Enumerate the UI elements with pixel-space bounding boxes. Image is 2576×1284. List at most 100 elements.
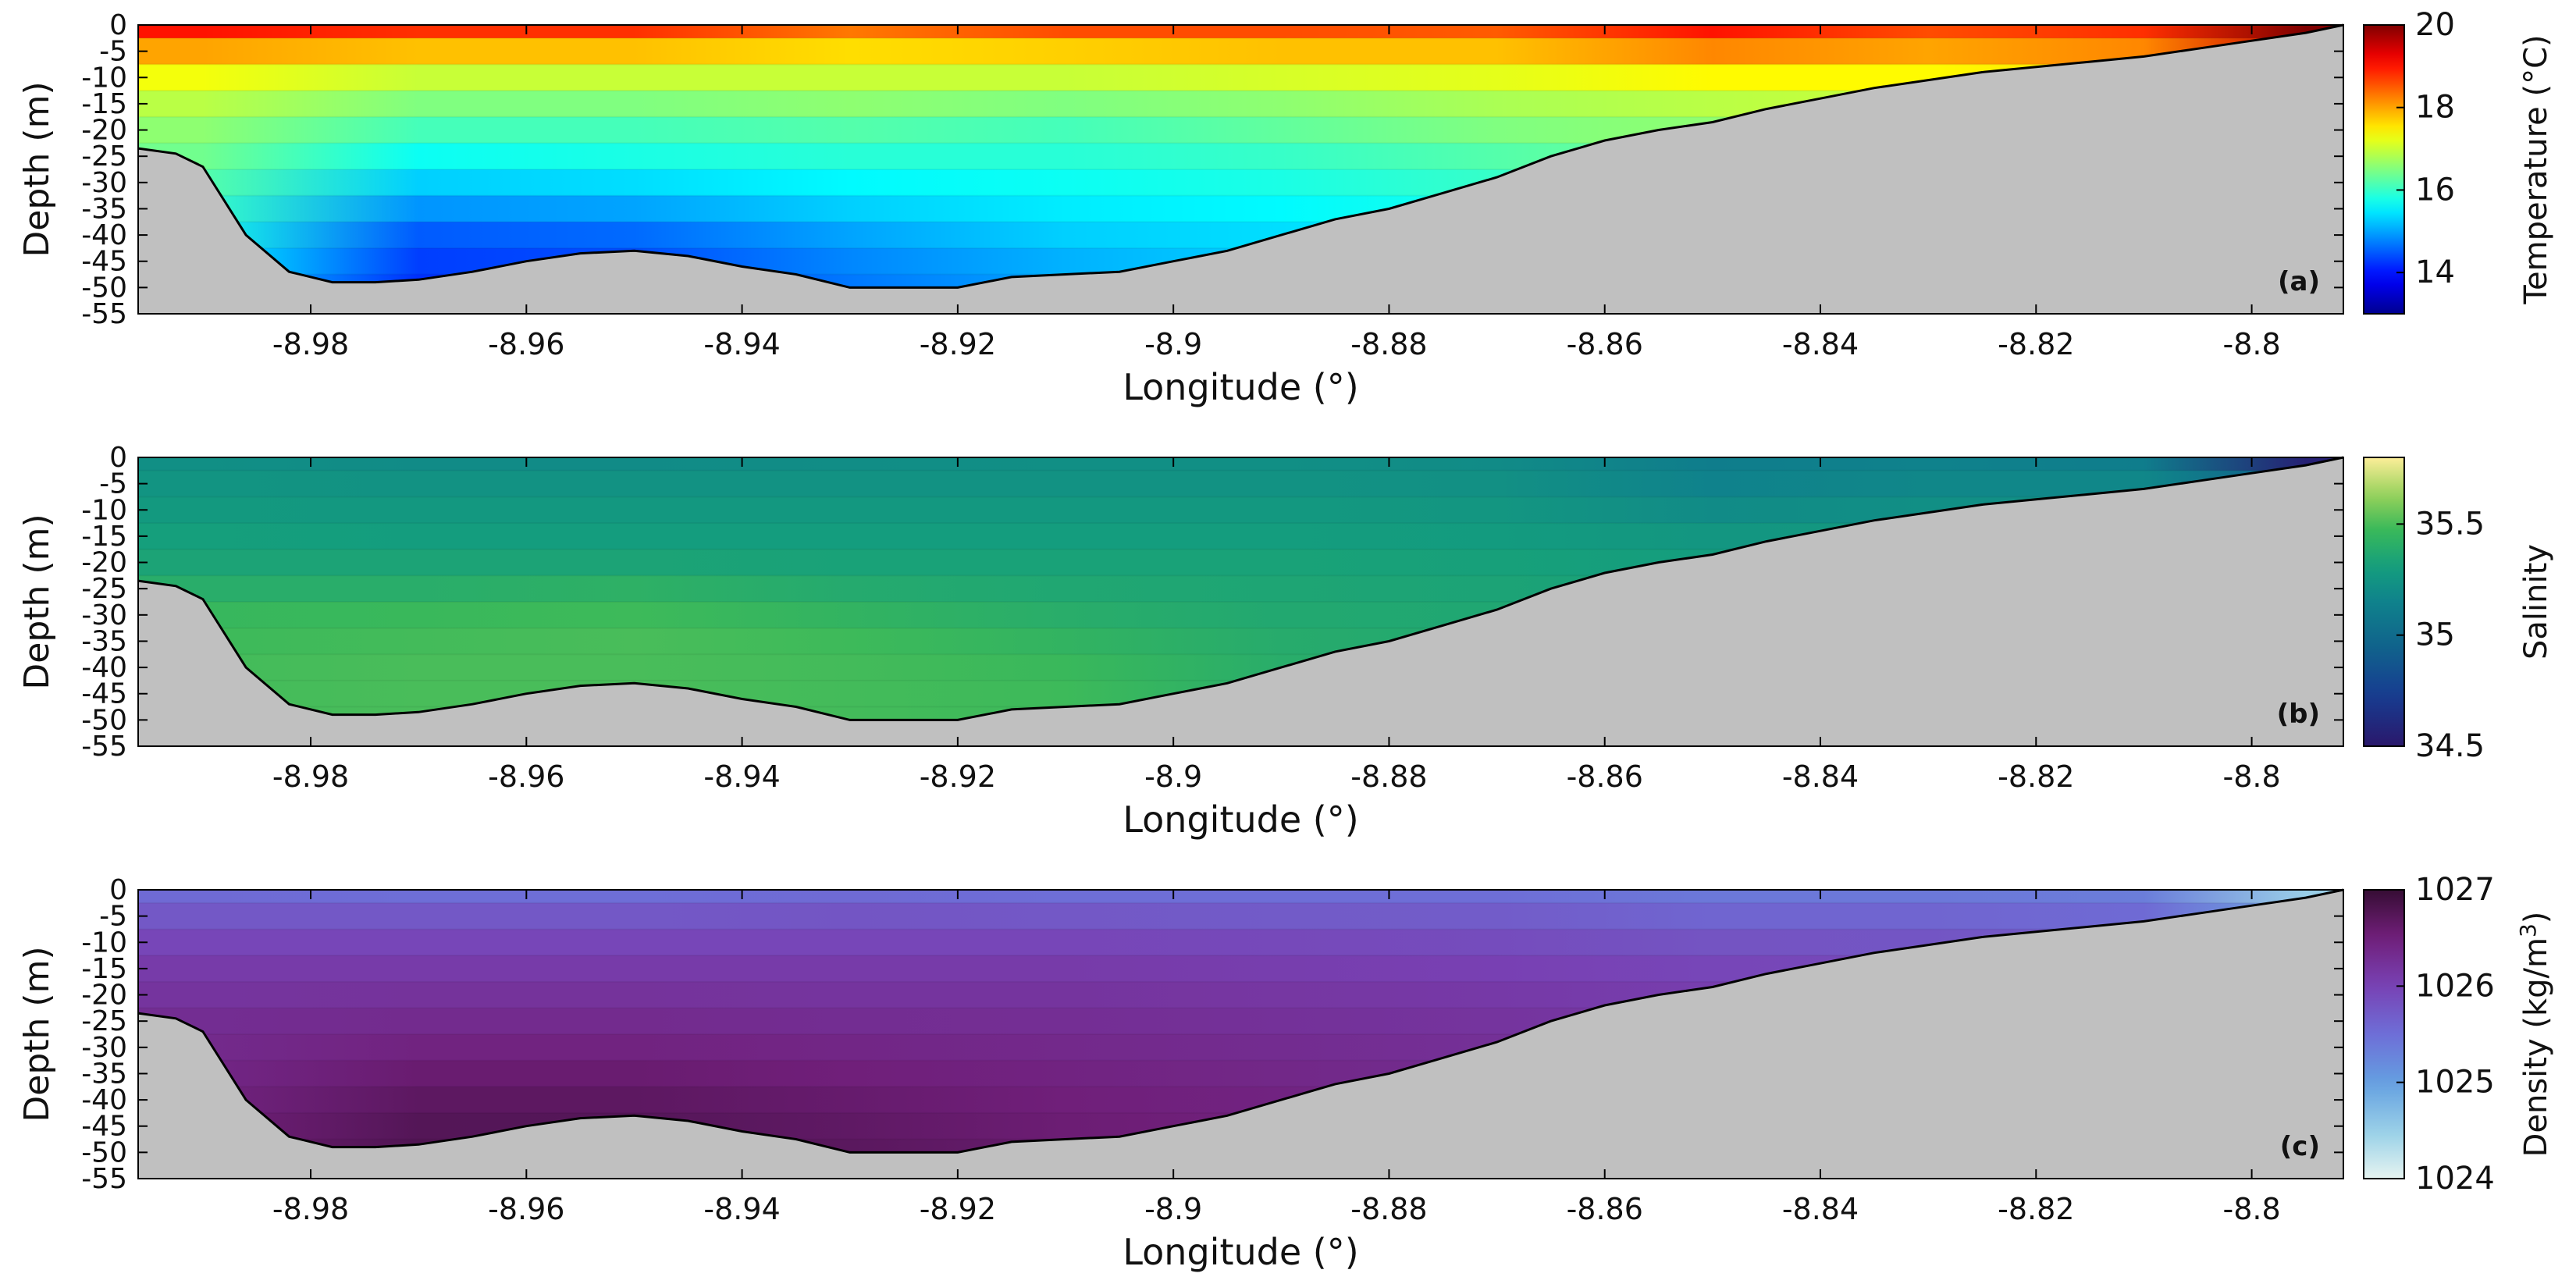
x-tick-label: -8.86 [1567,1192,1643,1226]
x-tick-label: -8.86 [1567,759,1643,794]
x-tick-label: -8.88 [1350,327,1427,361]
x-tick-label: -8.9 [1144,327,1202,361]
x-tick-label: -8.8 [2223,327,2281,361]
y-tick-label: -45 [81,1111,127,1143]
x-tick-label: -8.8 [2223,1192,2281,1226]
colorbar-tick-label: 35.5 [2415,506,2485,542]
seafloor-mask [138,890,2343,1179]
y-axis: 0-5-10-15-20-25-30-35-40-45-50-55 Depth (… [17,442,2343,763]
colorbar-tick-label: 1024 [2415,1161,2495,1197]
y-tick-label: -50 [81,1136,127,1168]
y-tick-label: -35 [81,625,127,657]
depth-band-0 [138,457,2343,471]
plot-frame [137,889,2344,1179]
y-tick-label: -5 [99,468,127,500]
colorbar-label-superscript: 3 [2515,923,2541,937]
y-tick-label: -40 [81,652,127,684]
plot-frame [137,24,2344,315]
y-tick-label: -35 [81,1058,127,1090]
y-tick-label: -45 [81,678,127,710]
y-tick-label: -40 [81,219,127,251]
x-tick-label: -8.88 [1350,759,1427,794]
y-tick-label: -15 [81,88,127,120]
colorbar-label: Salinity [2518,544,2554,660]
y-tick-label: -55 [81,731,127,763]
y-axis-label: Depth (m) [17,81,57,257]
x-tick-label: -8.98 [272,327,349,361]
colorbar-tick-label: 20 [2415,7,2455,43]
depth-band-5 [138,902,2343,930]
bathymetry-line [137,456,2344,721]
y-tick-label: -5 [99,36,127,68]
y-tick-label: 0 [109,442,127,474]
y-axis-label: Depth (m) [17,514,57,689]
y-tick-label: -10 [81,494,127,526]
depth-band-0 [138,890,2343,904]
x-tick-label: -8.94 [703,759,780,794]
y-tick-label: -25 [81,140,127,173]
panel-label: (a) [2278,266,2320,297]
x-axis: -8.98 -8.96 -8.94 -8.92 -8.9 -8.88 -8.86 -8.84 -… [272,457,2281,841]
colorbar-bar [2363,457,2405,747]
colorbar-bar [2363,889,2405,1179]
x-tick-label: -8.92 [920,327,996,361]
x-tick-label: -8.82 [1998,327,2074,361]
colorbar-tick-label: 34.5 [2415,728,2485,764]
x-axis: -8.98 -8.96 -8.94 -8.92 -8.9 -8.88 -8.86 -8.84 -… [272,890,2281,1273]
colorbar-label: Temperature (°C) [2518,34,2554,304]
colorbar-tick-label: 16 [2415,172,2455,208]
y-tick-label: -15 [81,953,127,985]
bathymetry-line [137,23,2344,289]
x-tick-label: -8.84 [1782,1192,1859,1226]
colorbar-tick-label: 14 [2415,254,2455,290]
depth-band-0 [138,25,2343,39]
x-tick-label: -8.98 [272,1192,349,1226]
colorbar-label-text: Temperature (°C) [2518,34,2554,304]
colorbar-label: Density (kg/m3) [2515,912,2554,1158]
plot-frame [137,457,2344,747]
seafloor-mask [138,25,2343,314]
colorbar: 34.5 35 35.5 Salinity [2363,457,2554,764]
y-tick-label: -30 [81,167,127,199]
x-tick-label: -8.8 [2223,759,2281,794]
y-tick-label: -35 [81,193,127,225]
x-tick-label: -8.98 [272,759,349,794]
y-tick-label: -20 [81,115,127,147]
y-tick-label: -10 [81,927,127,959]
colorbar: 14 16 18 20 Temperature (°C) [2363,7,2554,315]
bathymetry-line [137,888,2344,1154]
x-tick-label: -8.84 [1782,759,1859,794]
x-tick-label: -8.94 [703,1192,780,1226]
x-tick-label: -8.84 [1782,327,1859,361]
y-tick-label: 0 [109,874,127,906]
y-tick-label: -5 [99,901,127,933]
y-axis: 0-5-10-15-20-25-30-35-40-45-50-55 Depth (… [17,9,2343,330]
y-tick-label: -25 [81,573,127,605]
colorbar: 1024 1025 1026 1027 Density (kg/m3) [2363,872,2554,1197]
colorbar-tick-label: 1027 [2415,872,2495,908]
x-tick-label: -8.82 [1998,1192,2074,1226]
y-tick-label: -40 [81,1084,127,1116]
x-tick-label: -8.9 [1144,1192,1202,1226]
y-axis-label: Depth (m) [17,946,57,1122]
y-tick-label: -20 [81,547,127,579]
x-axis: -8.98 -8.96 -8.94 -8.92 -8.9 -8.88 -8.86 -8.84 -… [272,25,2281,408]
x-tick-label: -8.92 [920,759,996,794]
y-tick-label: -30 [81,599,127,631]
panel-3: 0-5-10-15-20-25-30-35-40-45-50-55 Depth (… [17,872,2554,1273]
y-tick-label: 0 [109,9,127,41]
y-tick-label: -45 [81,246,127,278]
y-tick-label: -10 [81,62,127,94]
y-tick-label: -15 [81,521,127,553]
y-tick-label: -50 [81,272,127,304]
panel-label: (c) [2280,1131,2320,1162]
panel-2: 0-5-10-15-20-25-30-35-40-45-50-55 Depth (… [17,442,2554,841]
x-tick-label: -8.94 [703,327,780,361]
x-tick-label: -8.96 [488,1192,564,1226]
x-tick-label: -8.96 [488,759,564,794]
colorbar-label-text: Density (kg/m [2518,937,2554,1157]
y-tick-label: -25 [81,1005,127,1037]
panel-label: (b) [2277,699,2320,730]
